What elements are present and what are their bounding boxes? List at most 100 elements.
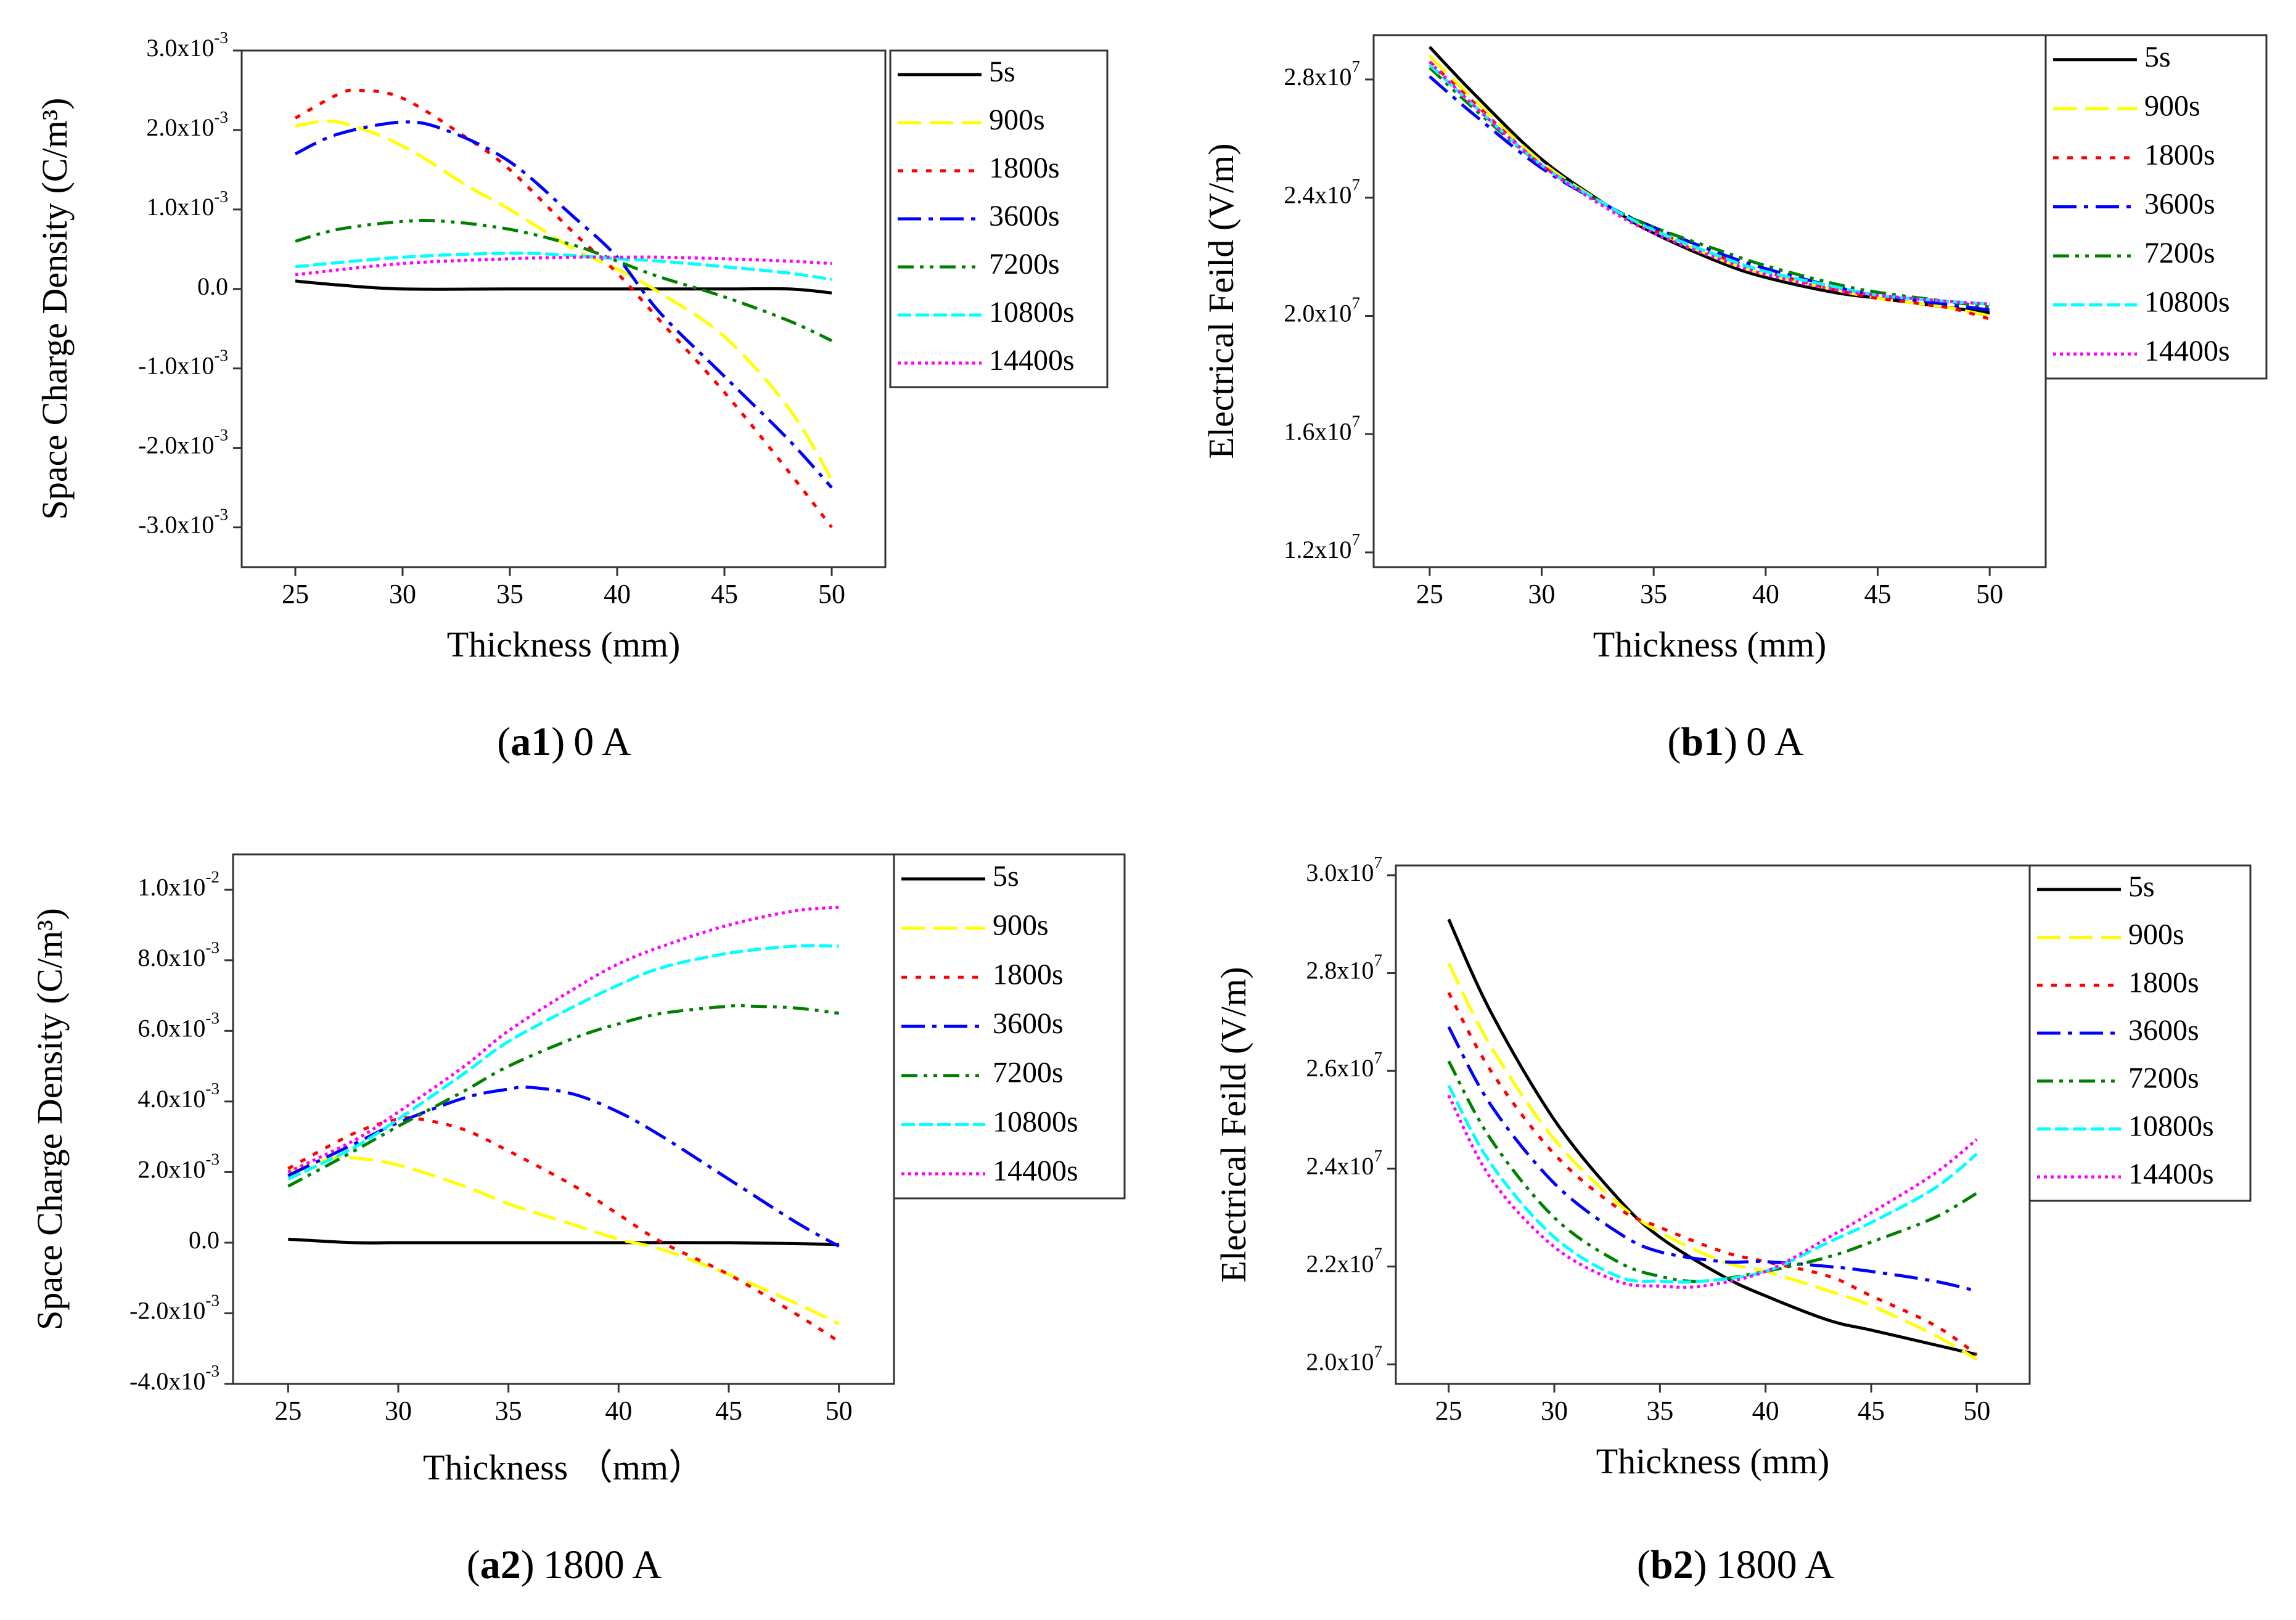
series-line-900s <box>1447 962 1978 1361</box>
series-group <box>1447 918 1978 1361</box>
x-tick-label: 25 <box>282 579 309 609</box>
x-tick-label: 30 <box>385 1396 412 1426</box>
series-group <box>1428 46 1990 321</box>
y-axis-label: Space Charge Density (C/m³) <box>35 98 75 520</box>
y-tick-label: 6.0x10-3 <box>137 1009 219 1042</box>
legend-label-7200s: 7200s <box>2144 237 2215 269</box>
legend-label-3600s: 3600s <box>2144 188 2215 221</box>
series-line-7200s <box>1429 66 1990 309</box>
legend-label-1800s: 1800s <box>2128 966 2199 999</box>
series-line-900s <box>1429 54 1990 317</box>
legend-label-1800s: 1800s <box>989 152 1060 184</box>
panel-caption: (a2) 1800 A <box>467 1542 662 1587</box>
y-tick-label: 2.8x107 <box>1306 951 1382 984</box>
y-tick-label: 1.6x107 <box>1284 412 1360 445</box>
y-tick-label: 2.2x107 <box>1306 1245 1382 1278</box>
series-line-1800s <box>294 88 833 529</box>
series-line-14400s <box>287 906 839 1174</box>
chart-b1: 25 30 35 40 45 50 2.8x107 2.4x107 2.0x107 1.6x107… <box>1201 34 2268 764</box>
y-tick-label: 2.0x10-3 <box>146 108 228 141</box>
caption-id: b1 <box>1681 719 1724 764</box>
panel-caption: (a1) 0 A <box>497 719 631 764</box>
y-tick-label: 2.8x107 <box>1284 57 1360 91</box>
series-group <box>287 906 840 1343</box>
series-line-10800s <box>295 252 832 281</box>
x-tick-label: 45 <box>1864 579 1892 609</box>
y-tick-label: -2.0x10-3 <box>129 1291 219 1325</box>
legend: 5s 900s 1800s 3600s 7200s 10800s 14400s <box>889 49 1109 388</box>
x-tick-label: 50 <box>826 1396 853 1426</box>
series-line-5s <box>295 279 832 295</box>
x-tick-label: 40 <box>605 1396 632 1426</box>
series-line-900s <box>287 1155 840 1325</box>
y-axis-label: Electrical Feild (V/m) <box>1201 143 1241 459</box>
x-tick-label: 40 <box>1752 579 1779 609</box>
legend-label-5s: 5s <box>993 860 1019 893</box>
caption-condition: 1800 A <box>543 1542 662 1587</box>
series-line-10800s <box>1429 63 1990 306</box>
legend: 5s 900s 1800s 3600s 7200s 10800s 14400s <box>2044 34 2268 380</box>
series-line-5s <box>288 1237 839 1246</box>
caption-close: ) <box>551 719 565 764</box>
x-tick-label: 50 <box>1976 579 2003 609</box>
legend-box <box>889 49 1109 388</box>
series-line-7200s <box>1447 1060 1978 1283</box>
legend-label-7200s: 7200s <box>2128 1062 2199 1095</box>
x-tick-label: 30 <box>389 579 416 609</box>
series-line-14400s <box>1447 1094 1978 1289</box>
y-axis-label: Electrical Feild (V/m) <box>1213 967 1253 1282</box>
series-line-10800s <box>287 944 839 1181</box>
chart-a1: 25 30 35 40 45 50 3.0x10-3 2.0x10-3 1.0x10-3 0.0 -… <box>35 28 1109 764</box>
caption-open: ( <box>1667 719 1681 764</box>
series-line-10800s <box>1447 1084 1978 1284</box>
legend-label-900s: 900s <box>993 909 1049 942</box>
legend-label-3600s: 3600s <box>989 200 1060 232</box>
series-line-3600s <box>287 1085 840 1248</box>
x-tick-label: 35 <box>1640 579 1667 609</box>
caption-id: a1 <box>510 719 551 764</box>
y-tick-label: 0.0 <box>189 1226 219 1254</box>
x-tick-label: 40 <box>604 579 631 609</box>
x-tick-label: 30 <box>1541 1396 1568 1426</box>
legend-label-900s: 900s <box>2128 918 2184 951</box>
chart-a2: 25 30 35 40 45 50 1.0x10-2 8.0x10-3 6.0x10-3 4.0x… <box>30 853 1126 1587</box>
y-tick-label: 2.0x10-3 <box>137 1150 219 1184</box>
y-tick-label: 3.0x107 <box>1306 853 1382 886</box>
x-axis-label: Thickness (mm) <box>1596 1441 1830 1481</box>
legend-label-10800s: 10800s <box>993 1105 1078 1138</box>
series-line-7200s <box>287 1004 839 1188</box>
series-line-14400s <box>295 255 832 277</box>
panel-caption: (b1) 0 A <box>1667 719 1804 764</box>
legend-box <box>2044 34 2268 380</box>
x-axis-label: Thickness (mm) <box>1593 624 1827 665</box>
legend-box <box>2028 864 2252 1202</box>
series-line-3600s <box>294 120 833 489</box>
plot-frame <box>1395 864 2031 1385</box>
caption-close: ) <box>1694 1542 1707 1587</box>
x-axis-label: Thickness (mm) <box>447 624 681 665</box>
legend-label-10800s: 10800s <box>2144 286 2230 319</box>
legend-label-900s: 900s <box>2144 89 2200 122</box>
legend-label-7200s: 7200s <box>989 248 1060 280</box>
x-tick-label: 25 <box>1416 579 1443 609</box>
y-tick-label: -2.0x10-3 <box>138 426 228 459</box>
caption-condition: 0 A <box>1746 719 1804 764</box>
caption-condition: 0 A <box>573 719 631 764</box>
y-tick-label: 0.0 <box>197 272 228 300</box>
panel-caption: (b2) 1800 A <box>1637 1542 1835 1587</box>
series-line-5s <box>1428 46 1990 315</box>
x-axis-label: Thickness （mm） <box>423 1447 704 1487</box>
caption-open: ( <box>1637 1542 1650 1587</box>
plot-frame <box>232 853 895 1385</box>
plot-frame <box>240 49 887 568</box>
legend-label-1800s: 1800s <box>993 958 1064 991</box>
y-tick-label: 1.0x10-3 <box>146 187 228 221</box>
x-tick-label: 45 <box>711 579 738 609</box>
x-tick-label: 45 <box>1858 1396 1885 1426</box>
legend-label-3600s: 3600s <box>2128 1014 2199 1047</box>
y-tick-label: 4.0x10-3 <box>137 1079 219 1113</box>
y-tick-label: 2.0x107 <box>1306 1342 1382 1375</box>
legend-label-14400s: 14400s <box>2128 1158 2214 1190</box>
x-tick-label: 35 <box>1646 1396 1673 1426</box>
